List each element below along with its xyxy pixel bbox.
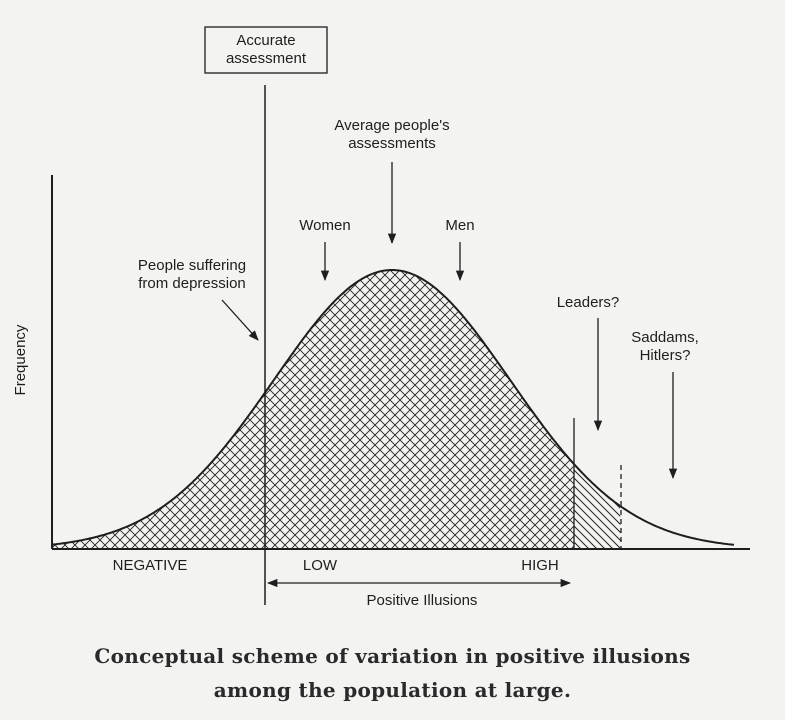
- low-label: LOW: [303, 557, 338, 574]
- depression-arrow: [221, 299, 259, 341]
- saddams-line2: Hitlers?: [640, 347, 691, 364]
- accurate-line1: Accurate: [236, 32, 295, 49]
- average-line2: assessments: [348, 135, 436, 152]
- y-axis-label: Frequency: [12, 324, 29, 395]
- distribution-curve: [51, 269, 735, 546]
- saddams-line1: Saddams,: [631, 329, 699, 346]
- caption-line2: among the population at large.: [213, 678, 572, 702]
- negative-label: NEGATIVE: [113, 557, 188, 574]
- diagonal-hatched-area: [574, 464, 621, 549]
- women-label: Women: [299, 217, 350, 234]
- crosshatched-area: [52, 270, 574, 549]
- depression-line2: from depression: [138, 275, 246, 292]
- men-label: Men: [445, 217, 474, 234]
- accurate-assessment-box: [204, 26, 328, 74]
- average-line1: Average people's: [334, 117, 449, 134]
- accurate-line2: assessment: [226, 50, 307, 67]
- leaders-label: Leaders?: [557, 294, 620, 311]
- high-label: HIGH: [521, 557, 559, 574]
- caption-line1: Conceptual scheme of variation in positi…: [94, 644, 691, 668]
- depression-line1: People suffering: [138, 257, 246, 274]
- positive-illusions-label: Positive Illusions: [367, 592, 478, 609]
